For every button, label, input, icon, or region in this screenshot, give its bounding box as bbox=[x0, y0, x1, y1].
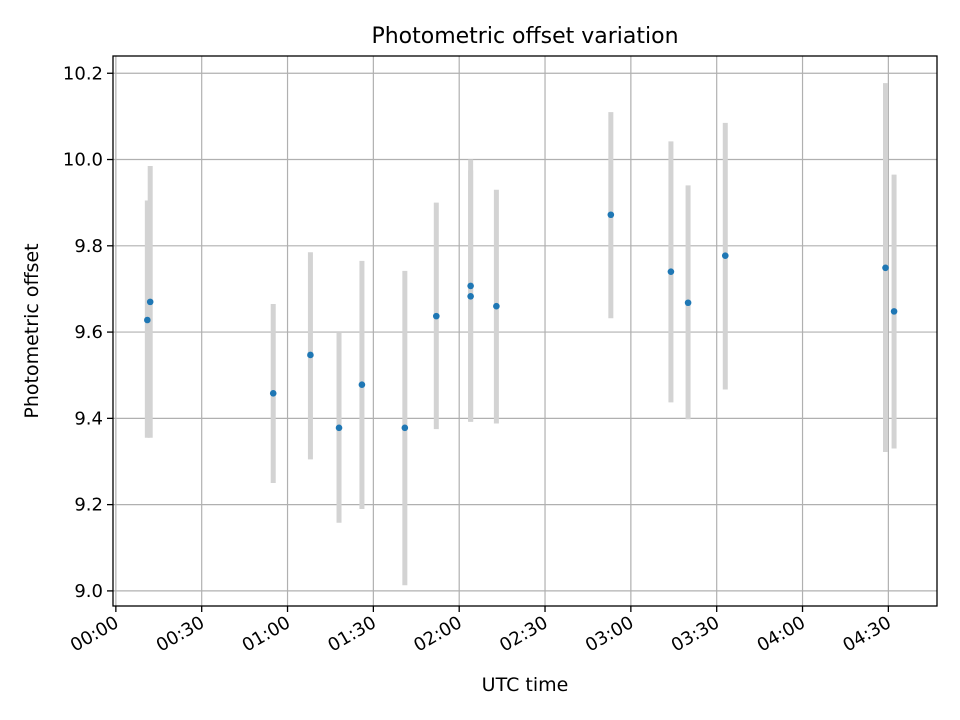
x-axis-label: UTC time bbox=[482, 674, 569, 696]
x-tick-label: 04:30 bbox=[839, 612, 894, 656]
data-point bbox=[684, 299, 692, 307]
data-point bbox=[335, 424, 343, 432]
x-tick-label: 03:30 bbox=[668, 612, 723, 656]
data-point bbox=[467, 292, 474, 300]
y-tick-label: 9.4 bbox=[74, 408, 103, 429]
data-points bbox=[144, 211, 898, 432]
x-tick-label: 01:00 bbox=[239, 612, 294, 656]
y-axis-ticks: 9.0 9.2 9.4 9.6 9.8 10.0 10.2 bbox=[63, 63, 113, 602]
x-tick-label: 03:00 bbox=[582, 612, 637, 656]
data-point bbox=[269, 390, 277, 397]
data-point bbox=[358, 381, 366, 389]
x-tick-label: 02:00 bbox=[410, 612, 465, 656]
y-tick-label: 9.6 bbox=[74, 322, 103, 343]
data-point bbox=[433, 312, 440, 320]
data-point bbox=[467, 282, 474, 290]
data-point bbox=[401, 424, 409, 432]
plot-frame bbox=[112, 55, 938, 607]
x-axis-ticks: 00:00 00:30 01:00 01:30 02:00 02:30 03:00 03:30… bbox=[67, 606, 895, 656]
data-point bbox=[144, 316, 151, 324]
error-bars bbox=[144, 83, 897, 586]
data-point bbox=[493, 302, 500, 310]
data-point bbox=[307, 351, 314, 359]
y-axis-label: Photometric offset bbox=[21, 243, 43, 418]
x-tick-label: 00:00 bbox=[67, 612, 122, 656]
data-point bbox=[667, 268, 675, 275]
data-point bbox=[890, 308, 898, 315]
x-tick-label: 00:30 bbox=[153, 612, 208, 656]
y-tick-label: 10.2 bbox=[63, 63, 103, 84]
y-tick-label: 9.0 bbox=[74, 581, 103, 602]
y-tick-label: 10.0 bbox=[63, 150, 103, 171]
x-tick-label: 04:00 bbox=[754, 612, 809, 656]
y-tick-label: 9.8 bbox=[74, 236, 103, 257]
data-point bbox=[882, 264, 889, 272]
x-tick-label: 02:30 bbox=[496, 612, 551, 656]
data-point bbox=[607, 211, 615, 219]
grid-lines bbox=[113, 56, 937, 606]
x-tick-label: 01:30 bbox=[324, 612, 379, 656]
chart-title: Photometric offset variation bbox=[371, 24, 678, 49]
data-point bbox=[146, 298, 154, 306]
data-point bbox=[721, 252, 729, 260]
y-tick-label: 9.2 bbox=[74, 495, 103, 516]
